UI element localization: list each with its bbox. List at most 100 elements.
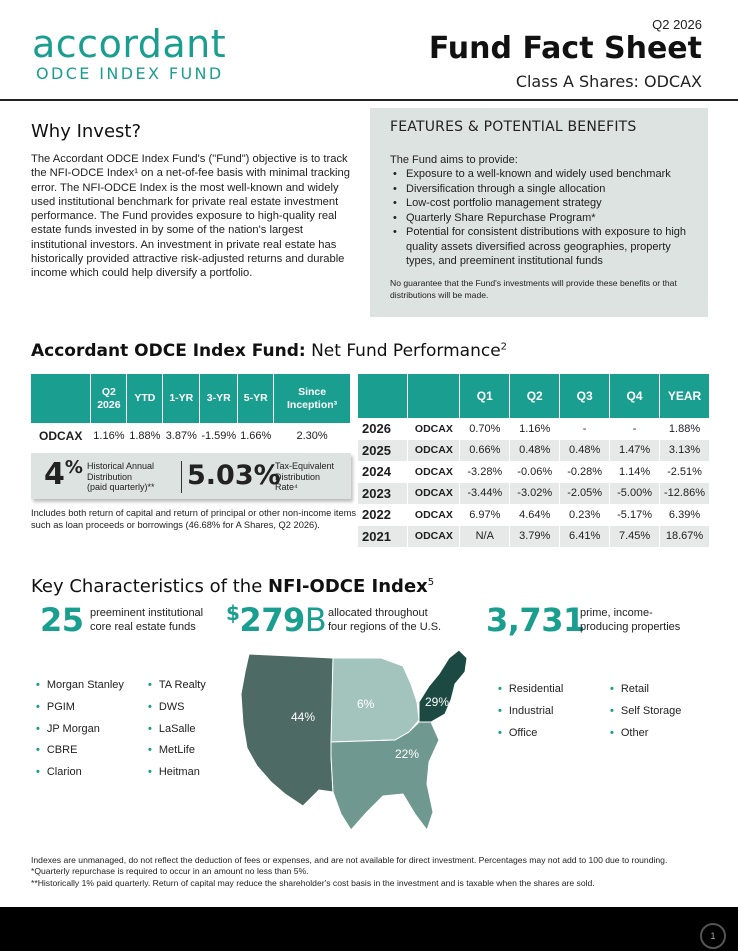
table-cell: 0.23% [559,504,611,526]
performance-footnote-ref: 2 [500,341,508,353]
list-item: Industrial [498,701,563,723]
logo-subtitle: ODCE INDEX FUND [36,64,224,83]
table-row: 2021 ODCAX N/A 3.79% 6.41% 7.45% 18.67% [358,525,710,547]
property-type-list-col1: Residential Industrial Office [498,679,563,744]
list-item: Office [498,723,563,745]
table-cell: -0.06% [509,461,561,483]
feature-item: Diversification through a single allocat… [390,182,688,197]
table-cell: 3.79% [509,525,561,547]
table-cell: ODCAX [39,429,83,443]
report-quarter: Q2 2026 [652,17,702,32]
table-cell: - [609,418,661,440]
tax-equivalent-rate-value: 5.03% [187,460,281,491]
share-class: Class A Shares: ODCAX [515,72,702,91]
label-line: Historical Annual [87,461,155,471]
manager-list-col2: TA Realty DWS LaSalle MetLife Heitman [148,675,206,784]
footer-line: *Quarterly repurchase is required to occ… [31,866,309,877]
table-cell: 2021 [358,525,409,547]
table-cell: 4.64% [509,504,561,526]
table-header-cell: Q2 [509,374,561,418]
region-south [330,721,440,832]
table-cell: 0.48% [509,439,561,461]
table-header-cell: YEAR [659,374,710,418]
table-cell: 1.16% [93,430,125,442]
list-item: TA Realty [148,675,206,697]
distribution-box [31,453,351,499]
table-header-cell: Q1 [459,374,511,418]
list-item: MetLife [148,740,206,762]
table-cell: 2025 [358,439,409,461]
historical-distribution-label: Historical Annual Distribution (paid qua… [87,461,155,493]
region-label-midwest: 6% [357,697,375,711]
feature-item: Low-cost portfolio management strategy [390,196,688,211]
table-cell: -3.02% [509,482,561,504]
label-line: core real estate funds [90,620,196,633]
footer-line: Indexes are unmanaged, do not reflect th… [31,855,668,865]
list-item: CBRE [36,740,124,762]
allocation-label: allocated throughout four regions of the… [328,607,441,634]
distribution-note: Includes both return of capital and retu… [31,508,357,530]
key-characteristics-heading: Key Characteristics of the NFI-ODCE Inde… [31,576,434,597]
logo-wordmark: accordant [32,22,227,66]
historical-distribution-value: 4% [44,457,83,492]
table-cell: 1.14% [609,461,661,483]
table-header-cell [407,374,461,418]
label-line: Distribution [275,471,321,482]
table-cell: 18.67% [659,525,710,547]
table-cell: -3.28% [459,461,511,483]
table-cell: 1.16% [509,418,561,440]
label-line: (paid quarterly)** [87,482,155,492]
list-item: Heitman [148,762,206,784]
currency-symbol: $ [226,601,240,625]
table-cell: 1.47% [609,439,661,461]
performance-heading-bold: Accordant ODCE Index Fund: [31,341,306,361]
table-cell: -2.05% [559,482,611,504]
header-divider [0,99,738,101]
table-row: 2025 ODCAX 0.66% 0.48% 0.48% 1.47% 3.13% [358,439,710,461]
table-cell: 7.45% [609,525,661,547]
table-header-cell: Q2 2026 [90,374,128,423]
region-east [418,649,468,723]
list-item: LaSalle [148,719,206,741]
table-cell: 2023 [358,482,409,504]
page-number: 1 [700,923,726,949]
table-header-cell: Q3 [559,374,611,418]
features-list: Exposure to a well-known and widely used… [390,167,688,269]
table-cell: -0.28% [559,461,611,483]
table-cell: 2022 [358,504,409,526]
why-invest-body: The Accordant ODCE Index Fund's ("Fund")… [31,153,350,280]
performance-heading-rest: Net Fund Performance [305,341,501,361]
label-line: producing properties [580,620,681,633]
table-cell: 3.13% [659,439,710,461]
heading-bold: NFI-ODCE Index [268,576,428,597]
performance-heading: Accordant ODCE Index Fund: Net Fund Perf… [31,341,507,361]
table-header-cell: 1-YR [162,374,201,423]
table-header-cell: Since Inception³ [273,374,351,423]
region-west [240,653,334,807]
label-line: prime, income- [580,607,653,619]
allocation-number: 279 [239,601,305,639]
table-cell: -1.59% [201,430,237,442]
list-item: Clarion [36,762,124,784]
table-cell: 2026 [358,418,409,440]
list-item: Residential [498,679,563,701]
footer-line: **Historically 1% paid quarterly. Return… [31,877,595,888]
table-cell: 2.30% [296,430,328,442]
table-row: 2024 ODCAX -3.28% -0.06% -0.28% 1.14% -2… [358,461,710,483]
summary-performance-table: Q2 2026 YTD 1-YR 3-YR 5-YR Since Incepti… [31,374,351,449]
fund-count-value: 25 [40,601,84,639]
us-regions-map: 44% 6% 29% 22% [240,649,468,832]
table-header-cell [358,374,409,418]
table-header-cell: Q4 [609,374,661,418]
region-label-west: 44% [291,710,315,724]
table-cell: ODCAX [407,418,461,440]
table-cell: ODCAX [407,525,461,547]
label-line: preeminent institutional [90,607,204,619]
table-cell: -2.51% [659,461,710,483]
property-type-list-col2: Retail Self Storage Other [610,679,682,744]
table-cell: ODCAX [407,439,461,461]
tax-equivalent-rate-label: Tax-Equivalent Distribution Rate⁴ [275,461,334,493]
distribution-divider [181,461,182,493]
table-cell: ODCAX [407,482,461,504]
heading-footnote-ref: 5 [427,577,435,588]
